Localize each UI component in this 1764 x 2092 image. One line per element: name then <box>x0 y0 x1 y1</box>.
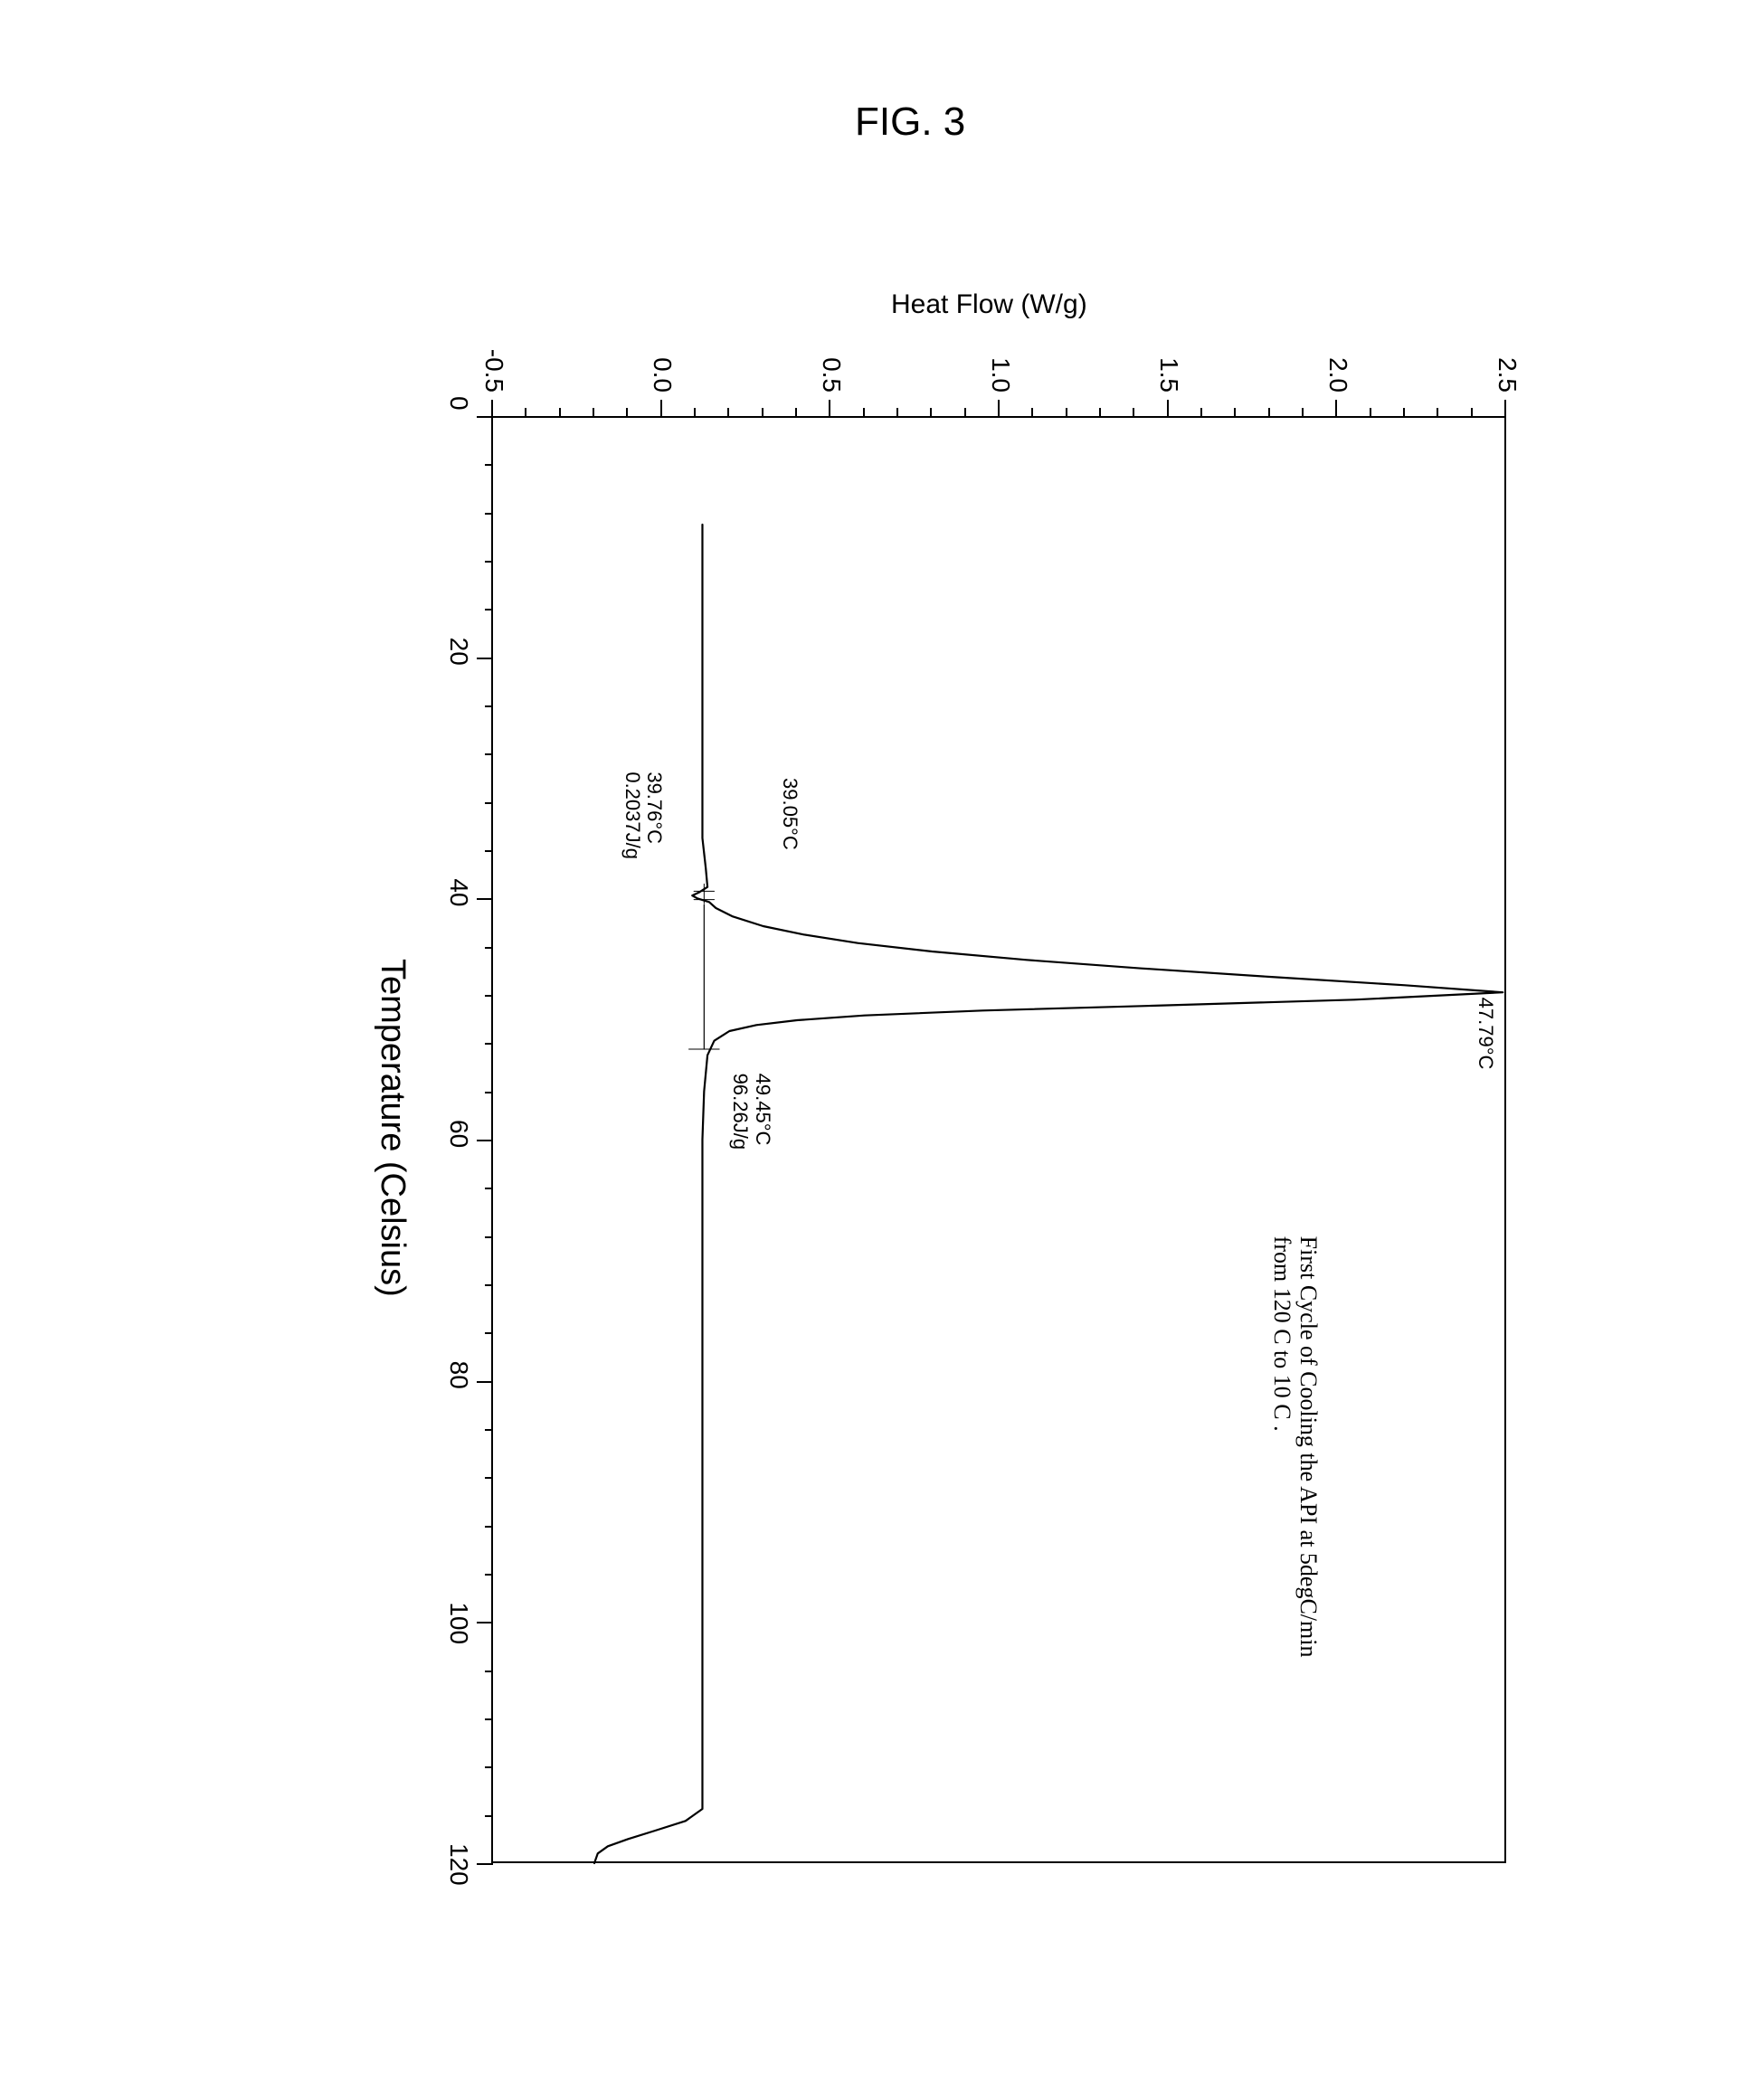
annotation-line: 47.79°C <box>1474 998 1495 1070</box>
x-tick-minor <box>485 705 493 707</box>
y-tick-minor <box>525 408 526 416</box>
dsc-chart-rotated-container: Temperature (Celsius) Heat Flow (W/g) 0 2… <box>213 190 1560 1963</box>
y-tick-minor <box>964 408 966 416</box>
y-tick-major <box>491 400 493 416</box>
y-tick-minor <box>930 408 932 416</box>
x-tick-minor <box>485 1092 493 1093</box>
x-tick-major <box>477 416 493 418</box>
y-tick-minor <box>1471 408 1473 416</box>
dsc-trace-svg <box>213 190 1560 1963</box>
y-tick-major <box>1167 400 1169 416</box>
y-tick-minor <box>626 408 628 416</box>
annotation-line: 0.2037J/g <box>621 771 643 859</box>
annotation-line: First Cycle of Cooling the API at 5degC/… <box>1295 1236 1323 1658</box>
y-tick-minor <box>863 408 865 416</box>
x-tick-minor <box>485 995 493 997</box>
x-tick-minor <box>485 1718 493 1720</box>
y-tick-minor <box>795 408 797 416</box>
y-tick-label: 2.5 <box>1493 357 1522 393</box>
x-tick-label: 100 <box>444 1602 473 1644</box>
annotation-line: from 120 C to 10 C . <box>1268 1236 1295 1658</box>
x-tick-minor <box>485 561 493 563</box>
x-tick-minor <box>485 464 493 466</box>
x-tick-minor <box>485 1766 493 1768</box>
y-tick-label: -0.5 <box>479 349 508 393</box>
y-tick-major <box>998 400 1000 416</box>
y-tick-label: 1.0 <box>986 357 1015 393</box>
x-tick-label: 40 <box>444 878 473 906</box>
x-tick-major <box>477 1622 493 1623</box>
x-tick-label: 60 <box>444 1120 473 1148</box>
y-tick-minor <box>1370 408 1371 416</box>
x-tick-minor <box>485 609 493 611</box>
x-tick-major <box>477 1863 493 1865</box>
x-tick-minor <box>485 1043 493 1045</box>
y-tick-minor <box>896 408 898 416</box>
y-tick-minor <box>1234 408 1236 416</box>
y-tick-minor <box>1403 408 1405 416</box>
y-tick-minor <box>559 408 561 416</box>
x-axis-title: Temperature (Celsius) <box>373 959 412 1297</box>
y-tick-label: 1.5 <box>1154 357 1183 393</box>
x-tick-minor <box>485 1671 493 1672</box>
y-tick-minor <box>694 408 696 416</box>
x-tick-label: 20 <box>444 638 473 666</box>
x-tick-minor <box>485 850 493 852</box>
y-tick-major <box>1335 400 1337 416</box>
x-tick-minor <box>485 1574 493 1576</box>
x-tick-minor <box>485 1284 493 1286</box>
annotation-peak-temp-label: 47.79°C <box>1474 998 1495 1070</box>
x-tick-label: 0 <box>444 396 473 411</box>
y-tick-minor <box>762 408 763 416</box>
y-axis-title: Heat Flow (W/g) <box>891 289 1087 320</box>
y-tick-major <box>829 400 830 416</box>
x-tick-minor <box>485 1332 493 1334</box>
y-tick-minor <box>1066 408 1067 416</box>
y-tick-label: 0.5 <box>817 357 846 393</box>
x-tick-minor <box>485 1815 493 1817</box>
x-tick-major <box>477 1140 493 1141</box>
y-tick-minor <box>1031 408 1033 416</box>
annotation-minor-onset-label: 39.05°C <box>778 778 800 850</box>
figure-title: FIG. 3 <box>855 99 965 145</box>
annotation-line: 96.26J/g <box>729 1074 751 1150</box>
x-tick-major <box>477 658 493 659</box>
x-tick-label: 120 <box>444 1843 473 1886</box>
y-tick-major <box>660 400 662 416</box>
x-tick-minor <box>485 753 493 755</box>
x-tick-major <box>477 1381 493 1383</box>
y-tick-minor <box>1437 408 1438 416</box>
y-tick-minor <box>1268 408 1270 416</box>
x-tick-minor <box>485 513 493 515</box>
x-tick-major <box>477 898 493 900</box>
x-tick-minor <box>485 1429 493 1431</box>
annotation-main-peak-integ-label: 49.45°C96.26J/g <box>729 1074 773 1150</box>
y-tick-label: 2.0 <box>1323 357 1352 393</box>
dsc-chart: Temperature (Celsius) Heat Flow (W/g) 0 2… <box>213 190 1560 1963</box>
x-tick-minor <box>485 1526 493 1528</box>
annotation-line: 39.76°C <box>643 771 665 859</box>
dsc-cooling-trace <box>594 525 1503 1863</box>
annotation-line: 49.45°C <box>751 1074 773 1150</box>
annotation-line: 39.05°C <box>778 778 800 850</box>
x-tick-minor <box>485 1477 493 1479</box>
page-root: FIG. 3 Temperature (Celsius) Heat Flow (… <box>0 0 1764 2092</box>
y-tick-minor <box>727 408 729 416</box>
y-tick-major <box>1504 400 1506 416</box>
x-tick-minor <box>485 1188 493 1189</box>
y-tick-minor <box>1133 408 1134 416</box>
y-tick-minor <box>1200 408 1202 416</box>
x-tick-label: 80 <box>444 1361 473 1389</box>
x-tick-minor <box>485 947 493 949</box>
y-tick-minor <box>593 408 594 416</box>
y-tick-minor <box>1302 408 1304 416</box>
y-tick-minor <box>1099 408 1101 416</box>
x-tick-minor <box>485 802 493 804</box>
y-tick-label: 0.0 <box>648 357 677 393</box>
x-tick-minor <box>485 1236 493 1238</box>
annotation-minor-peak-label: 39.76°C0.2037J/g <box>621 771 665 859</box>
annotation-description-label: First Cycle of Cooling the API at 5degC/… <box>1268 1236 1323 1658</box>
